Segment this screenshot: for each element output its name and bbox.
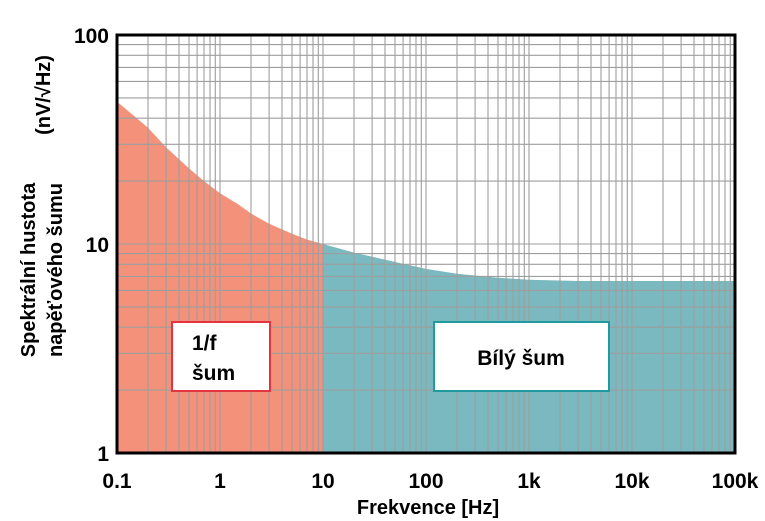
white-noise-box: Bílý šum xyxy=(433,321,610,392)
y-axis-title: Spektrální hustota xyxy=(18,182,40,357)
flicker-noise-box: 1/f šum xyxy=(171,321,271,392)
x-tick-label: 10k xyxy=(614,470,649,493)
y-axis-unit: (nV/√Hz) xyxy=(33,55,55,135)
flicker-noise-label-line1: 1/f xyxy=(192,332,218,355)
x-tick-label: 1 xyxy=(214,470,226,493)
flicker-noise-label-line2: šum xyxy=(192,362,235,385)
y-axis-title-2: napěťového šumu xyxy=(45,183,67,357)
plot-frame xyxy=(115,33,737,455)
white-noise-box-frame xyxy=(433,321,610,392)
flicker-noise-box-frame xyxy=(171,321,271,392)
y-tick-label: 1 xyxy=(97,443,109,466)
x-tick-label: 0.1 xyxy=(102,470,132,493)
x-tick-label: 1k xyxy=(517,470,541,493)
y-axis-unit-text: (nV/√Hz) xyxy=(33,55,55,135)
x-axis-title: Frekvence [Hz] xyxy=(357,497,499,519)
white-noise-label: Bílý šum xyxy=(477,347,565,370)
y-axis-title-line1: Spektrální hustota xyxy=(18,182,40,357)
y-axis-title-line2: napěťového šumu xyxy=(45,183,67,357)
x-tick-label: 100 xyxy=(408,470,443,493)
y-tick-label: 10 xyxy=(86,234,109,257)
x-tick-label: 10 xyxy=(311,470,334,493)
x-tick-label: 100k xyxy=(712,470,759,493)
y-tick-label: 100 xyxy=(74,25,109,48)
